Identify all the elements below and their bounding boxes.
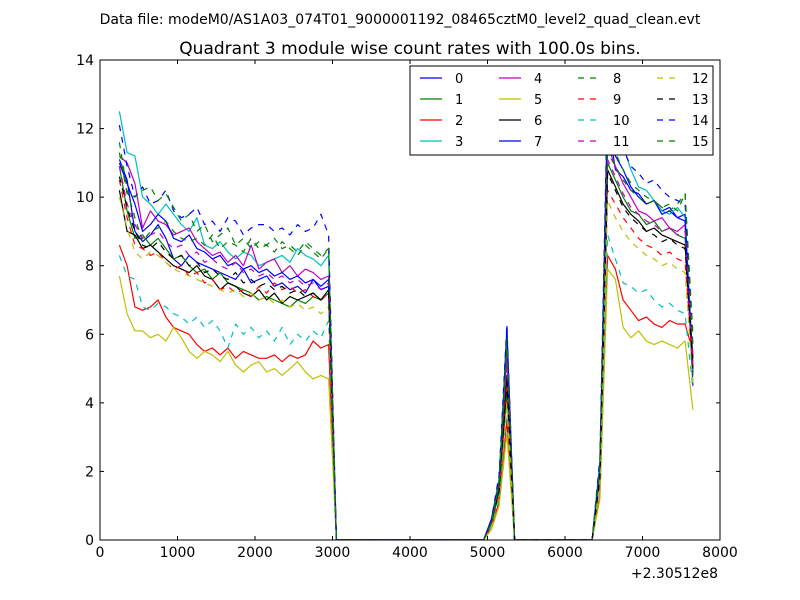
- chart-title: Quadrant 3 module wise count rates with …: [179, 39, 640, 59]
- legend-label-14: 14: [692, 114, 709, 129]
- y-tick-label: 6: [85, 327, 94, 343]
- legend-label-9: 9: [613, 93, 621, 108]
- ticks-layer: 0 1000 2000 3000 4000 5000 6000 7000 80000246810…: [76, 53, 738, 561]
- y-tick-label: 2: [85, 464, 94, 480]
- legend-label-13: 13: [692, 93, 709, 108]
- x-tick-label: 7000: [625, 545, 661, 561]
- x-tick-label: 8000: [702, 545, 738, 561]
- legend-label-11: 11: [613, 135, 630, 150]
- legend-label-0: 0: [455, 72, 463, 87]
- series-layer: [118, 86, 694, 540]
- x-tick-label: 6000: [547, 545, 583, 561]
- series-line-13: [118, 172, 694, 540]
- y-tick-label: 8: [85, 259, 94, 275]
- legend-label-5: 5: [534, 93, 542, 108]
- legend-label-12: 12: [692, 72, 709, 87]
- x-offset-label: +2.30512e8: [631, 566, 718, 582]
- x-tick-label: 5000: [470, 545, 506, 561]
- y-tick-label: 4: [85, 396, 94, 412]
- legend-label-1: 1: [455, 93, 463, 108]
- x-tick-label: 2000: [237, 545, 273, 561]
- legend-box: [409, 65, 714, 156]
- series-line-5: [118, 268, 694, 540]
- series-line-11: [118, 158, 694, 540]
- figure-suptitle: Data file: modeM0/AS1A03_074T01_90000011…: [100, 12, 701, 28]
- legend-label-7: 7: [534, 135, 542, 150]
- y-tick-label: 14: [76, 53, 94, 69]
- legend-label-8: 8: [613, 72, 621, 87]
- legend-label-15: 15: [692, 135, 709, 150]
- legend-label-6: 6: [534, 114, 542, 129]
- series-line-14: [118, 86, 694, 540]
- y-tick-label: 10: [76, 190, 94, 206]
- x-tick-label: 4000: [392, 545, 428, 561]
- legend-label-4: 4: [534, 72, 542, 87]
- x-tick-label: 0: [96, 545, 105, 561]
- legend-label-2: 2: [455, 114, 463, 129]
- legend-label-3: 3: [455, 135, 463, 150]
- x-tick-label: 1000: [160, 545, 196, 561]
- legend-label-10: 10: [613, 114, 630, 129]
- y-tick-label: 12: [76, 122, 94, 138]
- x-tick-label: 3000: [315, 545, 351, 561]
- y-tick-label: 0: [85, 533, 94, 549]
- series-line-15: [118, 134, 694, 540]
- series-line-9: [118, 179, 694, 540]
